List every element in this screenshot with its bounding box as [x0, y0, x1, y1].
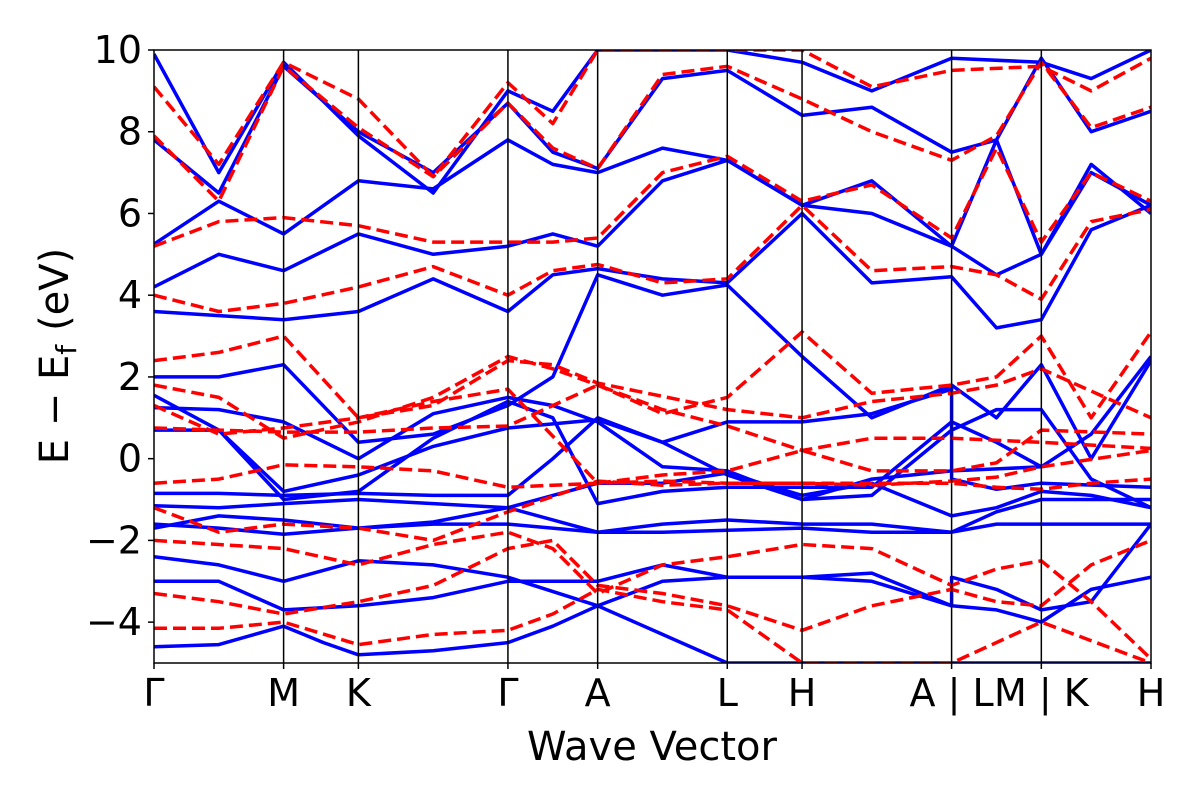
band-line-series-1-11 — [154, 273, 1151, 461]
x-tick-label: M — [267, 671, 300, 715]
y-tick-label: 8 — [118, 110, 142, 154]
band-line-series-1-4 — [154, 505, 1151, 537]
y-tick-label: 0 — [118, 437, 142, 481]
x-tick-label: H — [1137, 671, 1166, 715]
x-tick-label: Γ — [143, 671, 164, 715]
y-axis-title-unit: (eV) — [32, 248, 78, 331]
y-axis-title-subscript: f — [50, 344, 83, 355]
band-line-series-1-5 — [154, 497, 1151, 534]
band-line-series-1-12 — [154, 203, 1151, 330]
band-line-series-2-13 — [154, 50, 1151, 179]
band-line-series-2-4 — [154, 477, 1151, 543]
bands-layer — [154, 50, 1151, 663]
band-line-series-2-6 — [154, 383, 1151, 453]
band-line-series-1-7 — [154, 387, 1151, 498]
band-line-series-1-2 — [154, 563, 1151, 624]
y-tick-label: −4 — [86, 600, 142, 644]
x-axis-title: Wave Vector — [527, 724, 778, 770]
y-tick-label: 4 — [118, 273, 142, 317]
band-line-series-1-9 — [154, 395, 1151, 510]
band-line-series-2-8 — [154, 330, 1151, 440]
x-tick-label: A | L — [910, 671, 994, 716]
band-line-series-2-10 — [154, 203, 1151, 314]
y-tick-label: 10 — [94, 28, 142, 72]
band-line-series-2-12 — [154, 60, 1151, 203]
band-line-series-2-5 — [154, 448, 1151, 490]
x-tick-label: A — [585, 671, 611, 715]
y-tick-label: −2 — [86, 518, 142, 562]
x-tick-label: L — [717, 671, 738, 715]
band-line-series-1-6 — [154, 471, 1151, 518]
x-tick-label: Γ — [497, 671, 518, 715]
y-tick-label: 2 — [118, 355, 142, 399]
y-axis-ticks: −4 −2 0 2 4 6 8 10 — [86, 28, 154, 644]
band-line-series-2-7 — [154, 387, 1151, 485]
y-axis-title: E − Ef (eV) — [32, 248, 83, 465]
band-line-series-2-1 — [154, 587, 1151, 663]
x-tick-label: H — [788, 671, 817, 715]
plot-frame — [153, 49, 1152, 664]
band-line-series-2-9 — [154, 334, 1151, 420]
band-line-series-1-13 — [154, 158, 1151, 289]
x-tick-label: K — [346, 671, 372, 715]
band-line-series-2-3 — [154, 530, 1151, 661]
band-line-series-2-11 — [154, 146, 1151, 248]
band-line-series-1-1 — [154, 604, 1151, 663]
kpoint-lines — [282, 50, 1043, 663]
x-tick-label: M | K — [994, 671, 1090, 716]
y-axis-title-main: E − E — [32, 355, 78, 465]
band-line-series-2-2 — [154, 538, 1151, 633]
y-tick-label: 6 — [118, 191, 142, 235]
band-line-series-1-16 — [154, 50, 1151, 195]
